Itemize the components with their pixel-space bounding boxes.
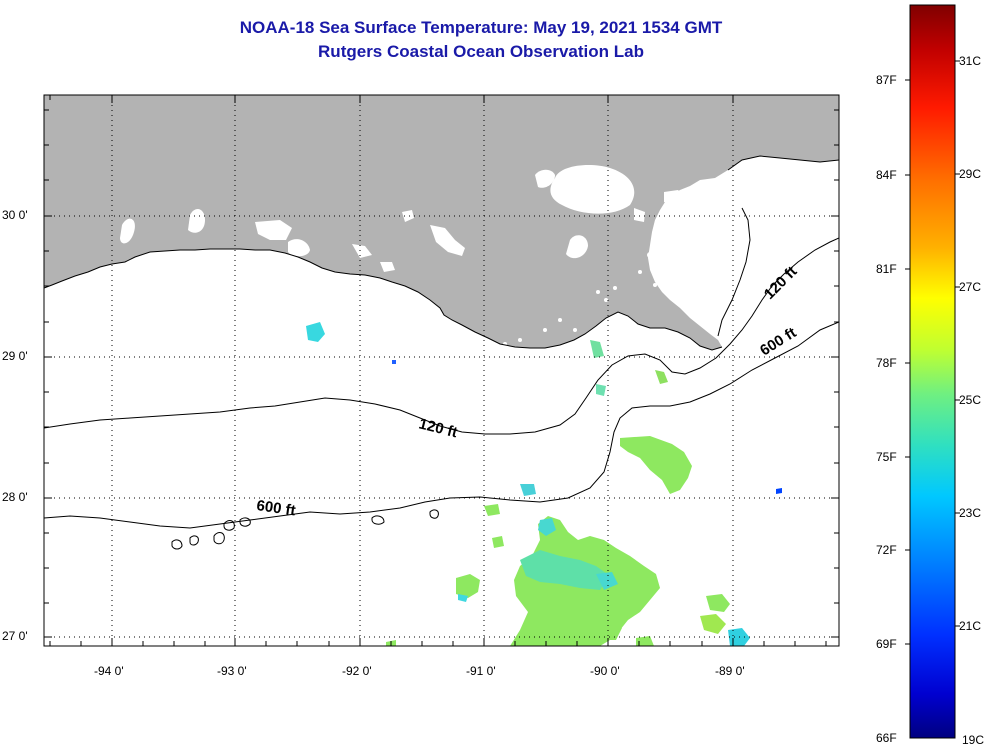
lat-label: 30 0' — [2, 208, 28, 222]
colorbar-f-label: 78F — [876, 356, 897, 370]
colorbar — [909, 4, 956, 739]
colorbar-c-label: 29C — [959, 167, 982, 181]
colorbar-c-label: 31C — [959, 54, 982, 68]
colorbar-ticks — [905, 60, 960, 645]
colorbar-f-label: 66F — [876, 731, 897, 745]
map-title: NOAA-18 Sea Surface Temperature: May 19,… — [239, 18, 723, 37]
colorbar-c-label: 27C — [959, 280, 982, 294]
land-mass — [44, 95, 839, 350]
lon-label: -93 0' — [217, 664, 247, 678]
colorbar-c-label: 25C — [959, 393, 982, 407]
colorbar-f-label: 84F — [876, 168, 897, 182]
colorbar-c-label: 19C — [962, 733, 985, 747]
colorbar-f-label: 72F — [876, 543, 897, 557]
colorbar-c-label: 21C — [959, 619, 982, 633]
sst-patch-east — [620, 436, 692, 494]
colorbar-f-label: 69F — [876, 637, 897, 651]
colorbar-f-label: 75F — [876, 450, 897, 464]
lat-label: 29 0' — [2, 349, 28, 363]
lat-label: 27 0' — [2, 629, 28, 643]
lon-label: -90 0' — [590, 664, 620, 678]
map-subtitle: Rutgers Coastal Ocean Observation Lab — [318, 42, 644, 61]
lon-label: -91 0' — [466, 664, 496, 678]
colorbar-f-label: 87F — [876, 73, 897, 87]
graticule — [44, 95, 839, 646]
lat-label: 28 0' — [2, 490, 28, 504]
contour-120ft — [44, 237, 839, 435]
contour-600ft — [44, 321, 839, 529]
lon-label: -92 0' — [342, 664, 372, 678]
contour-label-600-west: 600 ft — [255, 497, 296, 519]
lon-label: -89 0' — [715, 664, 745, 678]
lon-label: -94 0' — [94, 664, 124, 678]
sst-data — [306, 322, 782, 646]
frame-ticks — [44, 95, 839, 646]
colorbar-c-label: 23C — [959, 506, 982, 520]
colorbar-f-label: 81F — [876, 262, 897, 276]
